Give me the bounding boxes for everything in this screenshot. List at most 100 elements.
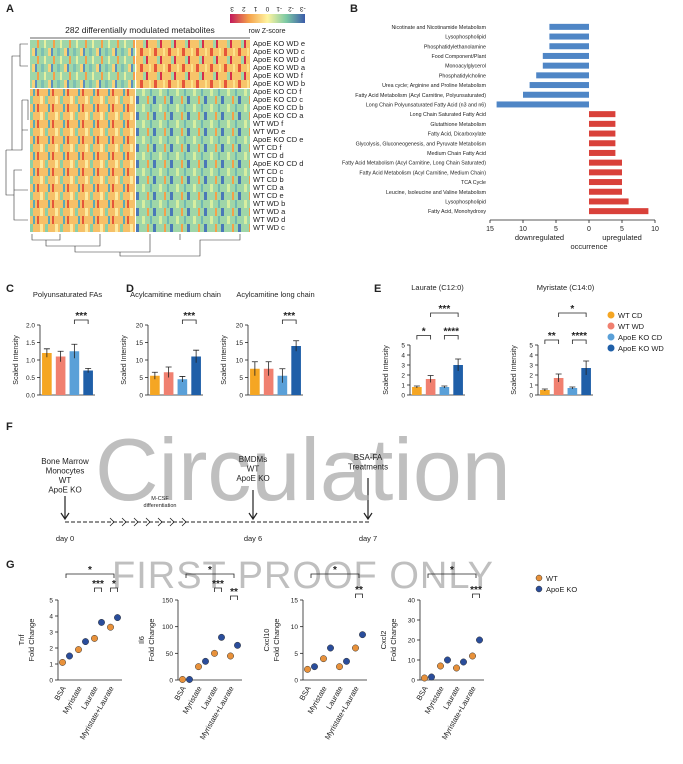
diagram-text: ApoE KO [236,474,269,483]
y-tick-label: 5 [139,375,143,382]
category-label: Fatty Acid, Dicarboxylate [428,132,486,138]
row-label: WT CD f [253,143,283,152]
bar [589,188,622,195]
row-label: WT CD b [253,175,284,184]
category-label: Long Chain Polyunsaturated Fatty Acid (n… [366,102,486,108]
category-label: Nicotinate and Nicotinamide Metabolism [391,25,486,31]
significance-bracket [73,319,89,324]
y-axis-label: Scaled Intensity [383,345,390,395]
legend-swatch [535,585,543,593]
bar [589,198,629,205]
y-tick-label: 15 [291,598,299,605]
arrows [60,478,373,521]
error-bar [151,371,158,380]
y-axis-label: Cxcl10 [262,629,271,652]
x-tick-label: 0 [587,226,591,233]
dot [336,663,343,671]
panel-label: G [6,559,15,571]
row-label: ApoE KO CD e [253,135,303,144]
y-tick-label: 4 [401,353,405,360]
significance-label: ** [355,585,363,596]
error-bar [251,361,258,376]
y-tick-label: 2 [401,373,405,380]
legend-label: WT [546,574,558,583]
y-tick-label: 20 [136,323,144,330]
row-label: ApoE KO CD d [253,159,303,168]
significance-label: *** [212,579,224,590]
y-tick-label: 20 [236,323,244,330]
bar [277,375,288,395]
row-label: WT CD c [253,167,284,176]
significance-bracket [544,339,560,344]
y-tick-label: 0.5 [26,375,35,382]
y-tick-label: 15 [236,340,244,347]
category-label: Monoacylglycerol [445,64,486,70]
y-axis-label: Fold Change [147,619,156,662]
x-tick-label: BSA [172,685,187,703]
significance-bracket [94,587,102,592]
watermark: Circulation [95,420,511,519]
bar [589,149,616,156]
significance-bracket [310,573,360,578]
bar [549,43,589,50]
significance-label: * [450,565,454,576]
panel-label: A [6,3,14,15]
y-axis-label: Scaled Intensity [511,345,518,395]
y-tick-label: 5 [401,343,405,350]
error-bar [165,366,172,378]
category-label: Food Component/Plant [432,54,487,60]
x-tick-label: 5 [554,226,558,233]
row-label: ApoE KO WD b [253,79,305,88]
x-axis-label: occurrence [570,242,607,251]
y-axis-label: Scaled Intensity [221,335,228,385]
bar [529,82,589,89]
error-bar [293,340,300,352]
row-label: ApoE KO WD f [253,71,304,80]
diagram-text: WT [59,476,72,485]
y-axis-label: Cxcl2 [379,631,388,650]
y-axis-label: Fold Change [27,619,36,662]
error-bar [583,360,590,375]
diagram-text: Bone Marrow [41,457,89,466]
dot [186,676,193,683]
y-tick-label: 1.0 [26,358,35,365]
bar [581,368,591,395]
row-label: ApoE KO WD e [253,39,305,48]
panel-label: F [6,421,13,433]
significance-bracket [185,573,235,578]
dot [195,663,202,671]
dot [91,634,98,642]
chart-title: Acylcamitine long chain [236,290,314,299]
significance-bracket [443,335,459,340]
significance-bracket [416,335,432,340]
significance-label: *** [283,311,295,322]
legend-swatch [607,344,615,352]
bar [55,356,66,395]
y-tick-label: 100 [162,624,173,631]
dot [227,652,234,660]
category-label: Lysophospholipid [445,199,486,205]
bar [589,130,616,137]
bar [177,379,188,395]
dot [343,657,350,665]
row-label: WT WD e [253,127,285,136]
significance-bracket [214,587,222,592]
bar [589,111,616,118]
row-label: WT CD a [253,183,285,192]
bar [542,62,589,69]
chart-title: Laurate (C12:0) [411,283,464,292]
dot [320,655,327,663]
significance-label: * [333,565,337,576]
legend-label: WT CD [618,311,643,320]
bar [250,368,260,395]
y-tick-label: 0 [49,678,53,685]
significance-bracket [427,573,477,578]
dot [428,673,435,681]
bar [589,169,622,176]
x-tick-label: 10 [519,226,527,233]
y-tick-label: 0 [401,393,405,400]
significance-label: **** [571,331,587,342]
bar [453,365,463,395]
column-dendrogram [31,234,241,257]
